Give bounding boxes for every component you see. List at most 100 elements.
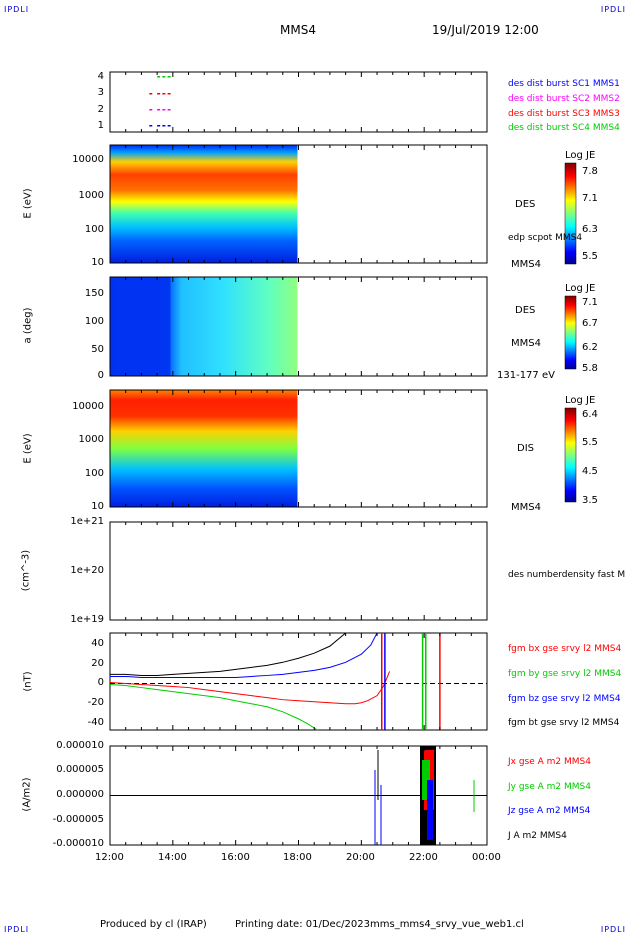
availability-mark — [149, 93, 153, 95]
availability-mark — [157, 109, 161, 111]
des-pitch-colorbar-title: Log JE — [565, 283, 596, 294]
des-pitch-instrument-label: DES — [515, 305, 536, 316]
cbar-tick: 6.3 — [582, 224, 598, 235]
des-energy-colorbar-title: Log JE — [565, 150, 596, 161]
ytick-label: -40 — [87, 717, 104, 728]
corner-mark-top-right: IPDLI — [600, 5, 626, 14]
legend-sc4: des dist burst SC4 MMS4 — [508, 123, 620, 133]
ytick-label: -20 — [87, 697, 104, 708]
bfield-series-line — [109, 671, 391, 705]
footer-printing-date: Printing date: 01/Dec/2023 — [235, 919, 371, 930]
des-energy-yticks: 10000 1000 100 10 — [54, 145, 104, 268]
legend-sc3: des dist burst SC3 MMS3 — [508, 109, 620, 119]
density-yticks: 1e+21 1e+20 1e+19 — [54, 516, 104, 625]
availability-mark — [162, 93, 166, 95]
des-energy-instrument-label: DES — [515, 199, 536, 210]
availability-frame — [109, 71, 488, 133]
ytick-label: 0.000010 — [56, 740, 104, 751]
des-pitch-colorbar — [564, 295, 577, 370]
page-title: MMS4 — [280, 23, 316, 37]
ytick-label: 2 — [97, 104, 104, 115]
xtick-label: 22:00 — [409, 852, 438, 863]
legend-sc2: des dist burst SC2 MMS2 — [508, 94, 620, 104]
legend-bx: fgm bx gse srvy l2 MMS4 — [508, 644, 622, 654]
ytick-label: 20 — [91, 658, 104, 669]
dis-energy-instrument-label: DIS — [517, 443, 534, 454]
density-ylabel: (cm^-3) — [20, 549, 32, 592]
dis-energy-colorbar-title: Log JE — [565, 395, 596, 406]
cbar-tick: 5.5 — [582, 437, 598, 448]
ytick-label: 3 — [97, 87, 104, 98]
x-axis-ticks — [109, 72, 488, 845]
xtick-label: 00:00 — [472, 852, 501, 863]
legend-jy: Jy gse A m2 MMS4 — [508, 782, 591, 792]
legend-jz: Jz gse A m2 MMS4 — [508, 806, 591, 816]
ytick-label: 0.000000 — [56, 789, 104, 800]
ytick-label: 1 — [97, 120, 104, 131]
availability-mark — [162, 76, 166, 78]
availability-mark — [162, 109, 166, 111]
density-frame — [109, 521, 488, 621]
availability-marks — [149, 76, 171, 127]
availability-mark — [157, 93, 161, 95]
footer-produced-by: Produced by cl (IRAP) — [100, 919, 207, 930]
legend-bz: fgm bz gse srvy l2 MMS4 — [508, 694, 621, 704]
ytick-label: 4 — [97, 71, 104, 82]
availability-mark — [157, 76, 161, 78]
dis-energy-colorbar — [564, 407, 577, 503]
ytick-label: 0 — [97, 677, 104, 688]
current-ylabel: (A/m2) — [21, 777, 33, 812]
xtick-label: 14:00 — [158, 852, 187, 863]
density-legend: des numberdensity fast M — [508, 570, 626, 580]
ytick-label: 1e+19 — [70, 614, 104, 625]
ytick-label: 40 — [91, 638, 104, 649]
current-burst — [374, 746, 475, 845]
corner-mark-bottom-left: IPDLI — [4, 925, 30, 934]
ytick-label: 1000 — [78, 434, 104, 445]
des-pitch-ylabel: a (deg) — [22, 307, 34, 344]
cbar-tick: 4.5 — [582, 466, 598, 477]
availability-mark — [167, 109, 171, 111]
legend-bt: fgm bt gse srvy l2 MMS4 — [508, 718, 620, 728]
availability-mark — [157, 125, 161, 127]
bfield-ylabel: (nT) — [22, 671, 34, 692]
des-energy-ylabel: E (eV) — [22, 188, 34, 219]
ytick-label: 10000 — [72, 154, 104, 165]
corner-mark-top-left: IPDLI — [4, 5, 30, 14]
ytick-label: -0.000005 — [52, 814, 104, 825]
des-energy-sc-label: MMS4 — [511, 259, 541, 270]
bfield-series-line — [110, 632, 378, 678]
stack-plot — [109, 71, 577, 846]
cbar-tick: 6.4 — [582, 409, 598, 420]
des-energy-scpot-label: edp scpot MMS4 — [508, 233, 583, 243]
legend-sc1: des dist burst SC1 MMS1 — [508, 79, 620, 89]
ytick-label: -0.000010 — [52, 838, 104, 849]
legend-j: J A m2 MMS4 — [508, 831, 567, 841]
ytick-label: 100 — [84, 468, 104, 479]
availability-mark — [162, 125, 166, 127]
bfield-series-line — [109, 684, 318, 731]
xtick-label: 18:00 — [283, 852, 312, 863]
availability-mark — [149, 125, 153, 127]
ytick-label: 100 — [84, 224, 104, 235]
current-burst-blue — [427, 780, 433, 840]
bfield-lines — [109, 632, 391, 731]
des-pitch-energy-range: 131-177 eV — [497, 370, 555, 381]
cbar-tick: 5.5 — [582, 251, 598, 262]
cbar-tick: 7.1 — [582, 297, 598, 308]
des-energy-colorbar — [564, 162, 577, 265]
legend-jx: Jx gse A m2 MMS4 — [508, 757, 591, 767]
current-burst-green — [422, 760, 430, 800]
des-pitch-sc-label: MMS4 — [511, 338, 541, 349]
bfield-series-line — [110, 632, 346, 676]
ytick-label: 100 — [84, 316, 104, 327]
cbar-tick: 7.8 — [582, 166, 598, 177]
ytick-label: 50 — [91, 344, 104, 355]
ytick-label: 10 — [91, 257, 104, 268]
plot-datetime: 19/Jul/2019 12:00 — [432, 23, 539, 37]
current-yticks: 0.000010 0.000005 0.000000 -0.000005 -0.… — [34, 740, 104, 849]
cbar-tick: 5.8 — [582, 363, 598, 374]
dis-energy-yticks: 10000 1000 100 10 — [54, 390, 104, 512]
ytick-label: 0 — [97, 370, 104, 381]
x-tick-labels: 12:00 14:00 16:00 18:00 20:00 22:00 00:0… — [0, 852, 630, 866]
